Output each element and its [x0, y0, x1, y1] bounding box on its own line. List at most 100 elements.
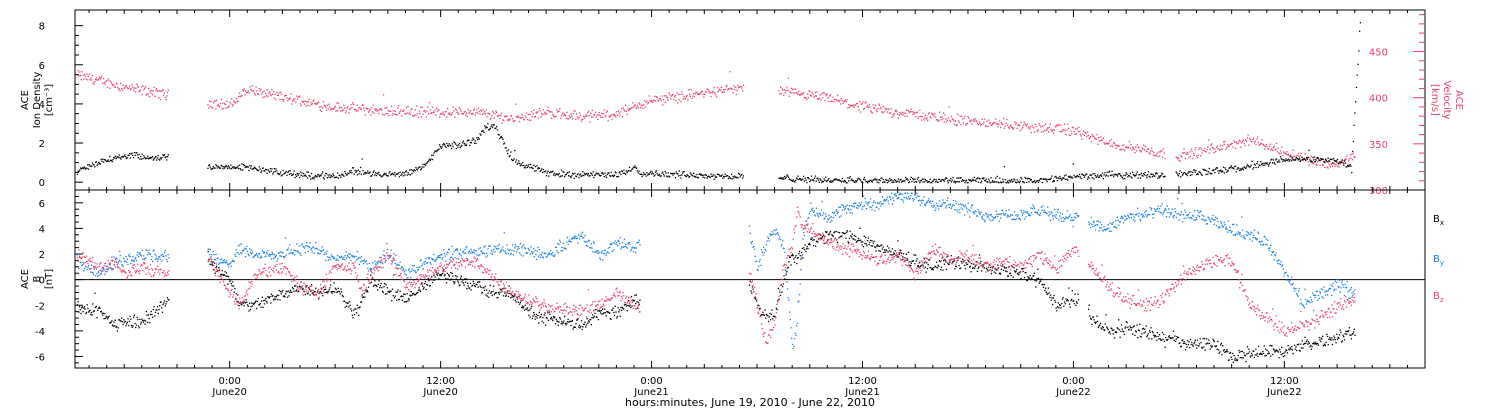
density-point — [295, 174, 297, 176]
velocity-point — [1236, 143, 1238, 145]
velocity-point — [278, 92, 280, 94]
velocity-point — [653, 99, 655, 101]
density-point — [607, 172, 609, 174]
velocity-point — [966, 123, 968, 125]
by-point — [209, 248, 211, 251]
bx-point — [1060, 307, 1062, 309]
bx-point — [492, 290, 494, 293]
velocity-point — [1254, 140, 1256, 142]
density-point — [917, 176, 919, 179]
velocity-point — [878, 103, 880, 105]
velocity-point — [924, 114, 926, 117]
density-point — [1310, 161, 1312, 163]
velocity-point — [1054, 125, 1056, 127]
velocity-point — [967, 116, 969, 118]
bx-point — [393, 297, 396, 299]
velocity-point — [281, 98, 283, 100]
bx-point — [621, 306, 623, 308]
density-point — [83, 166, 86, 168]
bx-point — [90, 311, 93, 314]
bx-point — [399, 290, 401, 292]
density-point — [1113, 174, 1116, 176]
velocity-point — [696, 91, 698, 93]
bx-point — [1135, 331, 1137, 333]
bx-point — [1129, 325, 1131, 327]
density-point — [1353, 124, 1355, 126]
velocity-point — [1193, 154, 1195, 156]
velocity-point — [920, 119, 923, 121]
bx-point — [899, 251, 901, 253]
density-point — [952, 176, 954, 179]
density-point — [1041, 181, 1044, 184]
density-point — [468, 139, 470, 141]
density-point — [684, 174, 686, 177]
bx-point — [1068, 287, 1070, 289]
bx-point — [1061, 298, 1064, 300]
density-point — [246, 166, 248, 168]
velocity-point — [560, 115, 563, 117]
density-point — [1073, 174, 1075, 176]
velocity-point — [414, 109, 416, 111]
density-point — [402, 175, 404, 177]
density-point — [520, 163, 522, 165]
density-point — [214, 167, 216, 169]
velocity-point — [853, 106, 855, 108]
velocity-point — [351, 107, 353, 109]
velocity-point — [532, 113, 534, 115]
bx-point — [1029, 275, 1031, 277]
density-point — [1317, 157, 1320, 159]
bx-point — [1134, 334, 1136, 337]
density-point — [1105, 175, 1107, 177]
velocity-point — [1150, 150, 1152, 152]
density-point — [1014, 181, 1017, 183]
bx-point — [966, 263, 968, 266]
velocity-point — [417, 116, 419, 118]
velocity-point — [1225, 148, 1227, 150]
density-point — [299, 171, 302, 173]
density-point — [638, 170, 640, 172]
by-point — [279, 255, 281, 257]
density-point — [548, 175, 550, 177]
velocity-point — [795, 91, 798, 94]
bx-point — [552, 319, 554, 322]
by-point — [106, 270, 108, 273]
velocity-point — [87, 75, 90, 78]
bx-point — [1203, 346, 1205, 348]
density-point — [110, 159, 113, 162]
velocity-point — [849, 104, 851, 106]
velocity-point — [905, 112, 907, 115]
density-point — [1196, 173, 1199, 175]
velocity-point — [1352, 152, 1354, 154]
velocity-point — [936, 119, 938, 121]
density-point — [835, 178, 837, 180]
velocity-point — [880, 107, 882, 109]
density-point — [1039, 178, 1041, 180]
bx-point — [247, 305, 249, 307]
by-point — [155, 255, 157, 257]
bx-point — [1229, 352, 1231, 354]
density-point — [863, 176, 866, 179]
velocity-point — [1070, 130, 1072, 132]
velocity-point — [318, 106, 321, 108]
density-point — [418, 166, 420, 168]
density-point — [450, 145, 452, 147]
velocity-point — [725, 85, 727, 88]
bx-point — [1162, 338, 1164, 341]
bx-point — [149, 322, 151, 324]
velocity-point — [541, 114, 544, 116]
bx-point — [568, 321, 570, 323]
bx-point — [320, 287, 322, 289]
density-point — [1277, 161, 1279, 163]
velocity-point — [1260, 143, 1263, 145]
bx-point — [971, 262, 973, 265]
density-point — [852, 180, 854, 182]
bx-point — [538, 322, 540, 324]
density-point — [1158, 176, 1161, 179]
density-point — [575, 175, 577, 177]
velocity-point — [1219, 144, 1222, 146]
density-point — [931, 181, 933, 184]
by-point — [166, 258, 168, 261]
velocity-point — [741, 87, 743, 89]
bx-point — [1102, 326, 1104, 329]
bx-point — [580, 320, 583, 322]
